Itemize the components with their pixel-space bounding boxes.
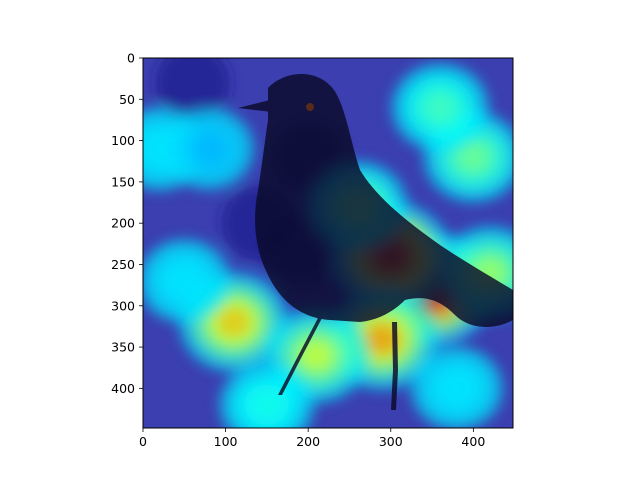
bird-body bbox=[255, 74, 513, 327]
y-tick-label: 300 bbox=[111, 298, 135, 313]
bird-eye bbox=[306, 103, 314, 111]
hot-region bbox=[253, 392, 281, 418]
cold-region bbox=[155, 58, 230, 120]
y-tick-label: 250 bbox=[111, 257, 135, 272]
y-tick-label: 200 bbox=[111, 216, 135, 231]
x-tick-label: 300 bbox=[379, 434, 403, 449]
hot-region bbox=[366, 323, 399, 354]
bird-leg-right bbox=[391, 322, 398, 410]
x-axis: 0 100 200 300 400 bbox=[139, 428, 485, 449]
bird-silhouette bbox=[238, 74, 513, 410]
y-tick-label: 50 bbox=[119, 92, 135, 107]
x-tick-label: 400 bbox=[461, 434, 485, 449]
y-tick-label: 400 bbox=[111, 381, 135, 396]
x-tick-label: 200 bbox=[296, 434, 320, 449]
plot-area bbox=[143, 58, 513, 428]
y-tick-label: 100 bbox=[111, 133, 135, 148]
hot-region bbox=[217, 307, 250, 337]
x-tick-label: 0 bbox=[139, 434, 147, 449]
y-tick-label: 150 bbox=[111, 174, 135, 189]
plot-frame bbox=[142, 57, 514, 429]
bird-beak bbox=[238, 100, 272, 112]
y-tick-label: 350 bbox=[111, 340, 135, 355]
bird-leg-left bbox=[278, 318, 322, 395]
hot-region bbox=[170, 268, 198, 294]
hot-region bbox=[301, 341, 332, 370]
y-tick-label: 0 bbox=[127, 51, 135, 66]
hot-region bbox=[195, 136, 223, 161]
y-axis: 0 50 100 150 200 250 300 350 400 bbox=[111, 51, 143, 396]
hot-region bbox=[458, 143, 488, 171]
hot-region bbox=[443, 376, 471, 401]
x-tick-label: 100 bbox=[214, 434, 238, 449]
hot-region bbox=[426, 94, 455, 121]
